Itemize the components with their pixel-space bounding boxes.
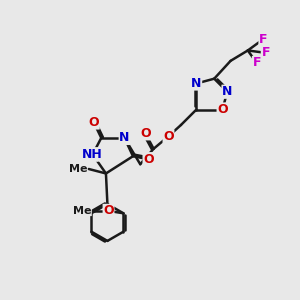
Text: N: N <box>222 85 232 98</box>
Text: O: O <box>103 204 114 218</box>
Text: N: N <box>119 131 130 144</box>
Text: O: O <box>163 130 174 143</box>
Text: O: O <box>140 127 151 140</box>
Text: NH: NH <box>82 148 103 161</box>
Text: O: O <box>217 103 228 116</box>
Text: O: O <box>88 116 99 129</box>
Text: H: H <box>87 148 98 161</box>
Text: F: F <box>259 33 268 46</box>
Text: F: F <box>261 46 270 59</box>
Text: Me: Me <box>69 164 87 174</box>
Text: N: N <box>191 77 202 90</box>
Text: O: O <box>143 153 154 166</box>
Text: Me: Me <box>73 206 92 216</box>
Text: F: F <box>253 56 261 69</box>
